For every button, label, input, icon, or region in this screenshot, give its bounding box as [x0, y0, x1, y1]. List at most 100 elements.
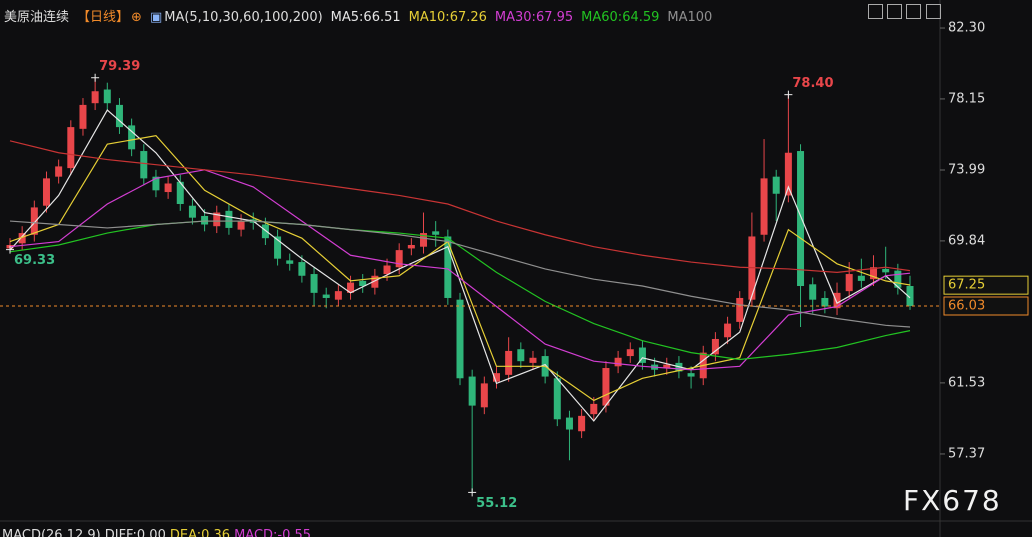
candle-body — [468, 376, 476, 406]
extreme-label: 69.33 — [14, 253, 55, 268]
ma-line — [9, 169, 911, 371]
extreme-label: 79.39 — [99, 59, 140, 74]
candle-body — [590, 403, 598, 415]
candle-body — [772, 176, 780, 194]
tool-button[interactable] — [906, 4, 921, 19]
candle-body — [322, 294, 330, 298]
candle-body — [18, 233, 26, 244]
indicator[interactable]: MA(5,10,30,60,100,200) — [164, 10, 323, 25]
y-tick-label: 61.53 — [948, 375, 985, 390]
period[interactable]: 【日线】 — [77, 10, 130, 25]
candle-body — [663, 364, 671, 369]
candle-body — [857, 275, 865, 281]
candle-body — [91, 91, 99, 104]
candle-body — [432, 231, 440, 235]
candle-body — [237, 221, 245, 230]
legend-entry: MA60:64.59 — [581, 10, 660, 25]
candle-body — [809, 284, 817, 300]
candle-body — [626, 349, 634, 357]
candle-body — [602, 368, 610, 406]
candle-body — [67, 127, 75, 169]
candle-body — [687, 373, 695, 377]
symbol: 美原油连续 — [4, 10, 70, 25]
candle-body — [420, 233, 428, 247]
extreme-label: 55.12 — [476, 496, 517, 511]
candle-body — [225, 210, 233, 228]
macd-text: DEA:0.36 — [169, 528, 231, 537]
candle-body — [492, 373, 500, 382]
candle-body — [274, 236, 282, 259]
chart-icon[interactable]: ▣ — [149, 10, 163, 25]
y-tick-label: 82.30 — [948, 21, 985, 36]
price-tag-label: 66.03 — [948, 299, 985, 314]
candle-body — [188, 205, 196, 218]
candle-body — [115, 104, 123, 128]
candle-body — [870, 267, 878, 280]
legend-entry: MA30:67.95 — [494, 10, 574, 25]
macd-text: MACD(26,12,9) — [2, 528, 101, 537]
add-icon[interactable]: ⊕ — [131, 10, 142, 25]
candle-body — [894, 270, 902, 288]
candle-body — [128, 125, 136, 150]
y-tick-label: 78.15 — [948, 91, 985, 106]
candle-body — [578, 415, 586, 432]
header: 美原油连续 【日线】 ⊕ ▣ MA(5,10,30,60,100,200) MA5:66.… — [4, 6, 728, 25]
candle-body — [444, 236, 452, 298]
tool-button[interactable] — [887, 4, 902, 19]
candle-body — [201, 215, 209, 225]
candle-body — [310, 274, 318, 293]
candle-body — [298, 262, 306, 276]
y-tick-label: 73.99 — [948, 163, 985, 178]
candle-body — [736, 297, 744, 322]
candle-body — [517, 349, 525, 362]
macd-header: MACD(26,12,9) DIFF:0.00 DEA:0.36 MACD:-0.55 — [2, 528, 315, 537]
candle-body — [784, 152, 792, 196]
y-tick-label: 69.84 — [948, 233, 985, 248]
candle-body — [347, 282, 355, 293]
candle-body — [261, 224, 269, 239]
ma-line — [9, 140, 911, 273]
tool-button[interactable] — [926, 4, 941, 19]
candle-body — [140, 151, 148, 179]
candle-body — [30, 207, 38, 235]
candle-body — [286, 260, 294, 264]
price-tag-label: 67.25 — [948, 278, 985, 293]
candle-body — [760, 178, 768, 235]
candle-body — [505, 350, 513, 375]
y-tick-label: 57.37 — [948, 446, 985, 461]
candle-body — [359, 280, 367, 287]
legend: MA5:66.51 MA10:67.26 MA30:67.95 MA60:64.59 M… — [331, 10, 721, 25]
candle-body — [456, 299, 464, 379]
candle-body — [383, 265, 391, 275]
candle-body — [395, 250, 403, 268]
candle-body — [724, 323, 732, 338]
candle-body — [821, 297, 829, 307]
candle-body — [553, 378, 561, 420]
price-tag-box — [943, 275, 1029, 295]
candle-body — [614, 357, 622, 367]
candle-body — [371, 275, 379, 288]
candle-body — [529, 357, 537, 363]
candle-body — [176, 181, 184, 204]
candle-body — [882, 268, 890, 273]
legend-entry: MA100 — [667, 10, 713, 25]
extreme-label: 78.40 — [792, 76, 833, 91]
ma-line — [9, 135, 911, 402]
legend-entry: MA10:67.26 — [408, 10, 487, 25]
candle-body — [103, 89, 111, 104]
candle-body — [797, 151, 805, 287]
candle-body — [480, 383, 488, 408]
candle-body — [711, 338, 719, 355]
candle-body — [79, 104, 87, 129]
candle-body — [407, 245, 415, 249]
watermark: FX678 — [903, 484, 1002, 517]
tool-button[interactable] — [868, 4, 883, 19]
candle-body — [55, 166, 63, 177]
ma-line — [9, 220, 911, 328]
candle-body — [164, 183, 172, 193]
candle-body — [42, 178, 50, 206]
candle-body — [565, 417, 573, 430]
candle-body — [213, 212, 221, 227]
ma-line — [9, 109, 911, 422]
